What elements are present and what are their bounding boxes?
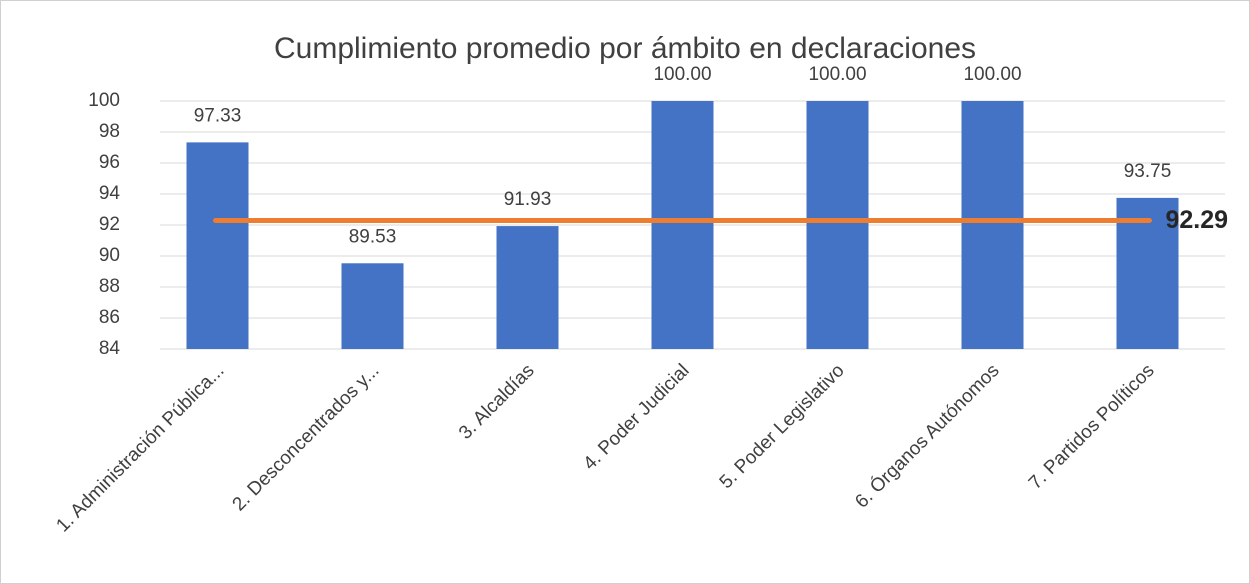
y-tick-label: 94 (99, 183, 121, 204)
bar (806, 101, 869, 349)
bar (961, 101, 1024, 349)
bar (496, 226, 559, 349)
y-tick-label: 88 (99, 276, 120, 297)
bar (1116, 197, 1179, 349)
y-tick-label: 84 (99, 338, 121, 359)
data-label: 89.53 (349, 226, 397, 247)
y-tick-label: 96 (99, 152, 120, 173)
data-label: 100.00 (963, 64, 1021, 85)
data-label: 93.75 (1124, 161, 1172, 182)
data-label: 100.00 (653, 64, 711, 85)
y-tick-label: 92 (99, 214, 120, 235)
bar (186, 142, 249, 349)
chart-title: Cumplimiento promedio por ámbito en decl… (274, 32, 976, 65)
y-tick-label: 90 (99, 245, 120, 266)
bar (651, 101, 714, 349)
data-label: 97.33 (194, 105, 242, 126)
y-tick-label: 98 (99, 121, 120, 142)
y-tick-label: 100 (88, 90, 120, 111)
bar (341, 263, 404, 349)
average-label: 92.29 (1166, 206, 1229, 234)
data-label: 91.93 (504, 189, 552, 210)
y-tick-label: 86 (99, 307, 120, 328)
data-label: 100.00 (808, 64, 866, 85)
